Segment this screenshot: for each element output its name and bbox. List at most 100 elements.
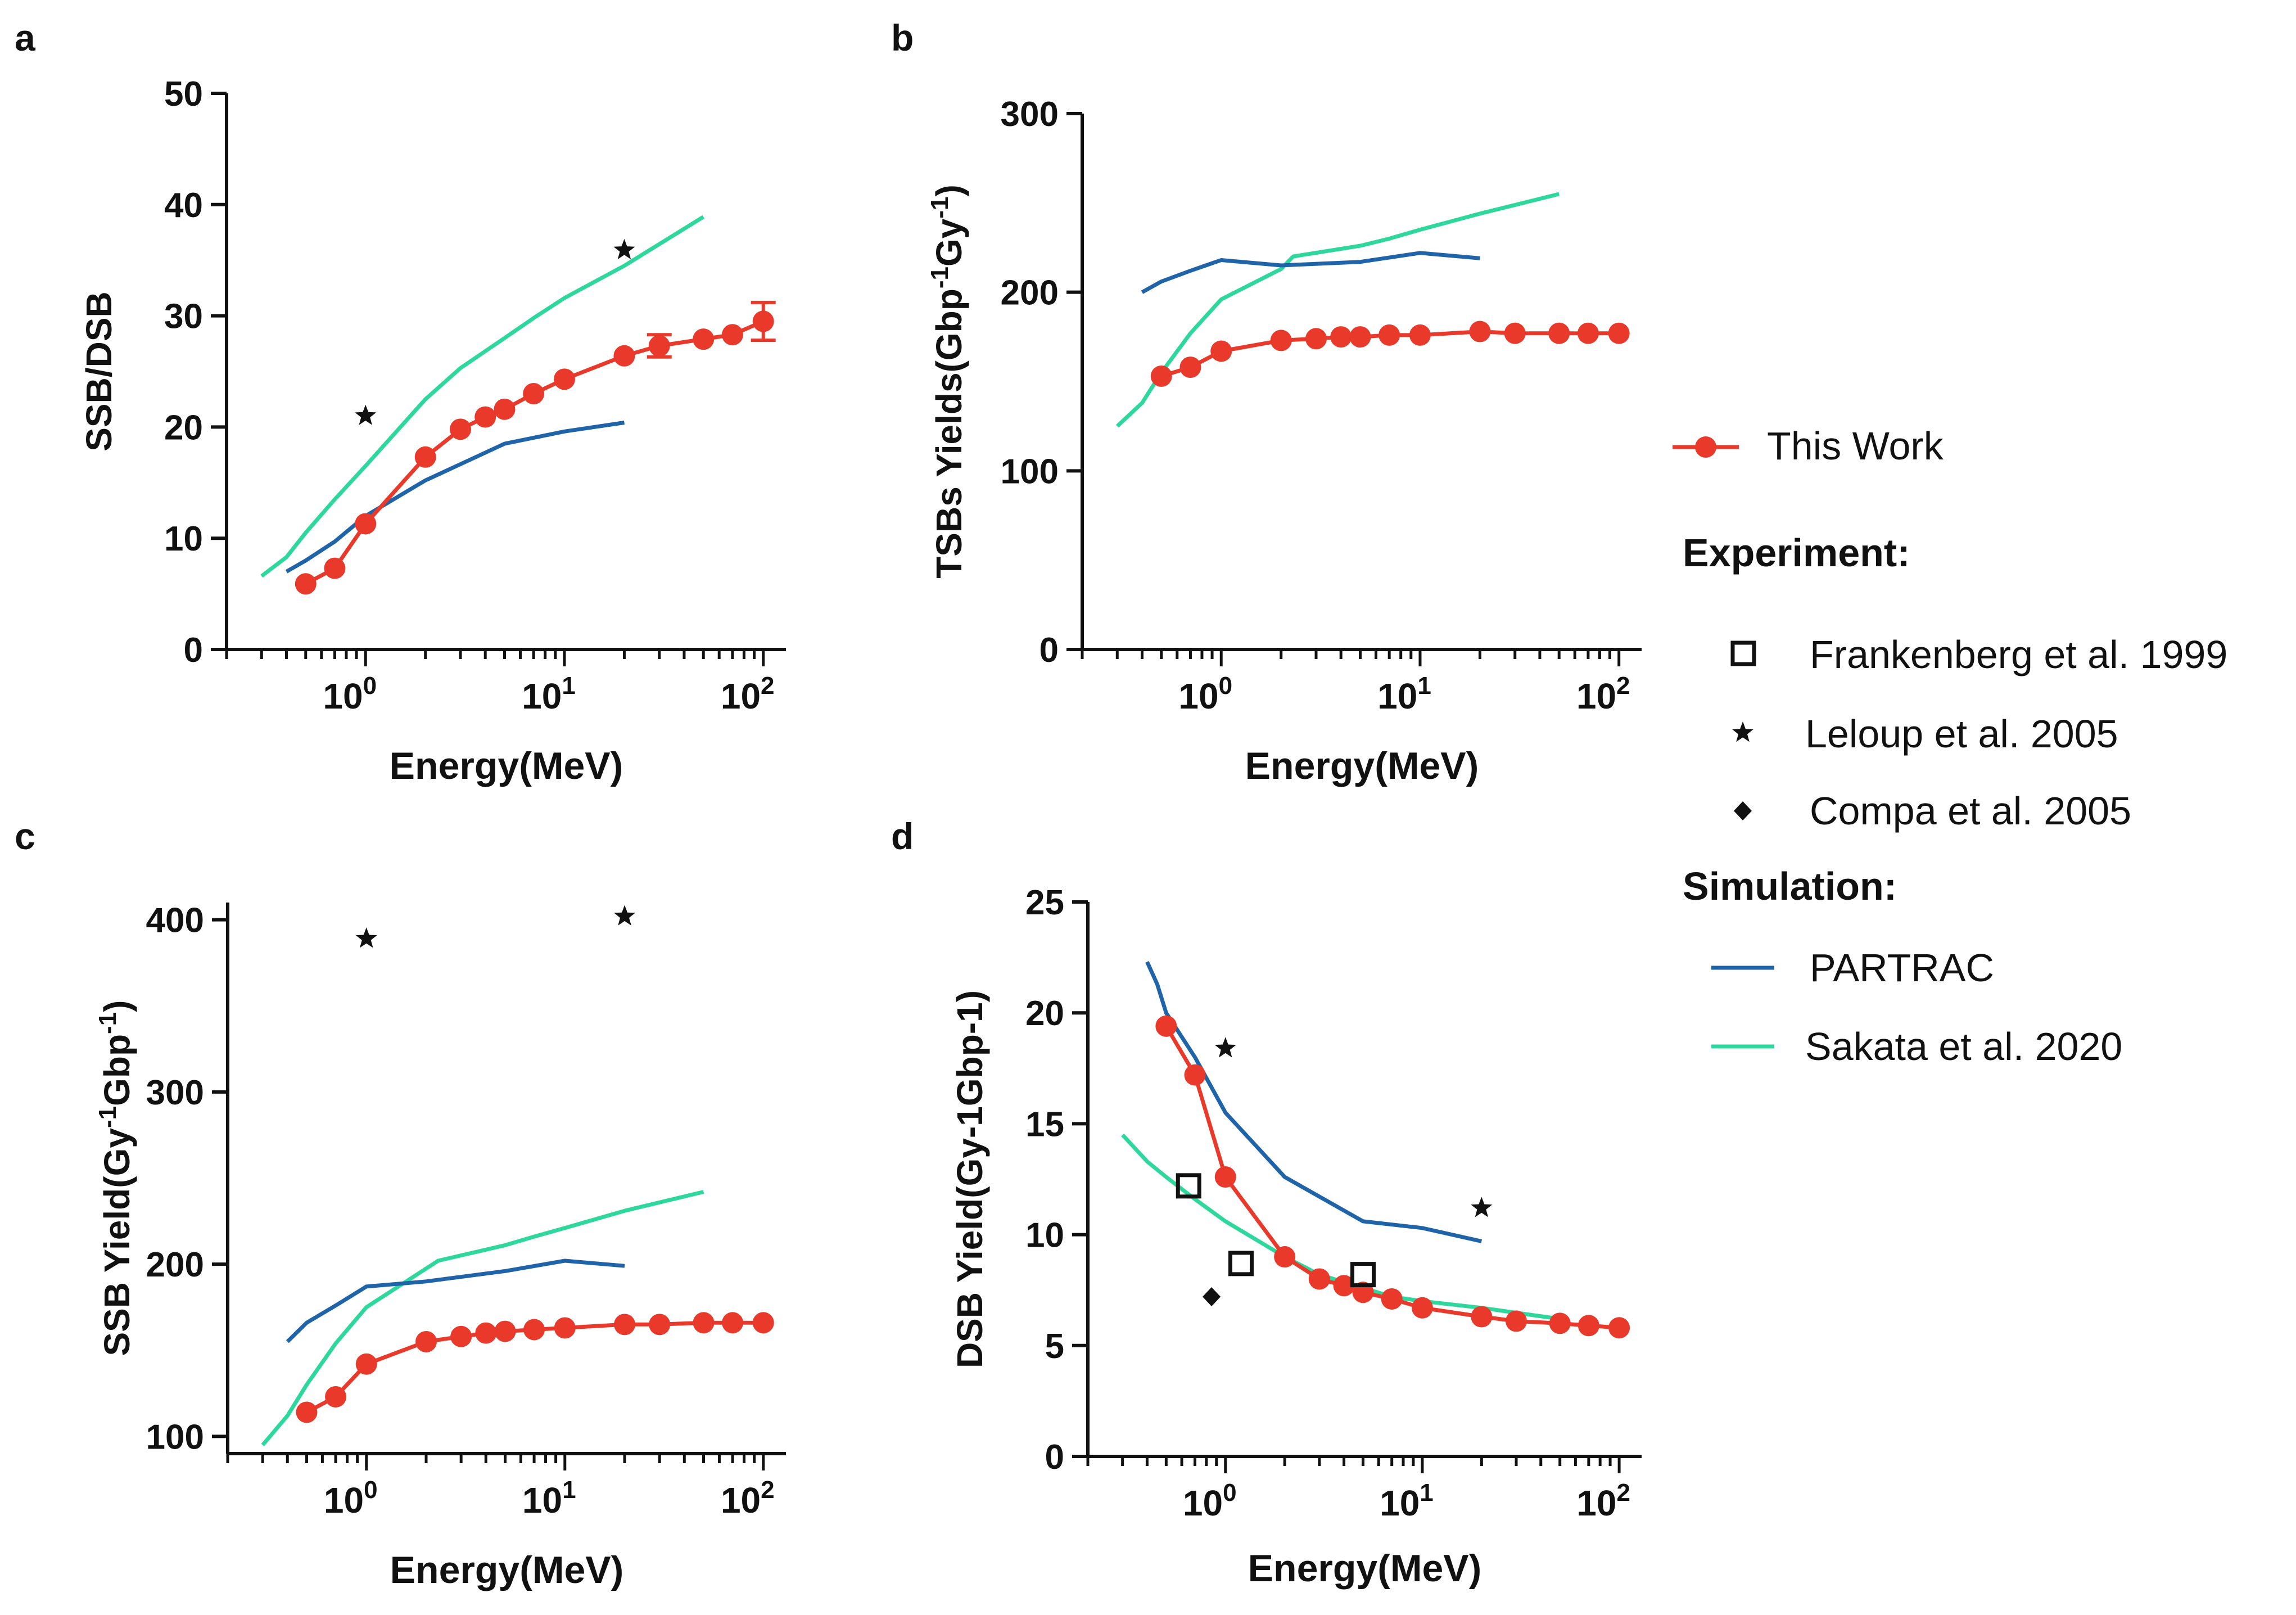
data-point [296,1401,318,1423]
y-tick-label: 0 [1039,631,1059,670]
series-leloup-et-al-2005 [1214,1037,1493,1217]
data-point [1350,1262,1376,1288]
series-sakata-et-al-2020 [1115,192,1560,428]
data-point [1548,322,1570,344]
data-point [613,345,635,367]
data-point [1150,365,1172,387]
series-leloup-et-al-2005 [355,905,636,948]
series-sakata-et-al-2020 [261,1190,704,1446]
data-point [1471,1306,1493,1328]
series-partrac [286,1258,625,1343]
y-tick-label: 10 [1025,1216,1064,1255]
data-point [1305,328,1327,350]
x-axis-label: Energy(MeV) [390,745,623,787]
data-point [752,310,774,332]
y-tick-label: 0 [1045,1438,1064,1477]
x-tick-label: 102 [1576,672,1630,716]
data-point [722,1312,744,1334]
data-point [693,328,715,350]
data-point [1330,326,1352,348]
data-point [1577,322,1599,344]
data-point [1578,1315,1599,1337]
series-line [1115,192,1560,428]
data-point [1155,1015,1177,1037]
data-point [523,383,545,405]
y-tick-label: 400 [146,901,204,940]
data-point [494,398,516,420]
series-line [1141,251,1480,294]
data-point [1608,1317,1630,1339]
data-point [355,404,377,425]
y-axis-label: SSB/DSB [79,291,119,452]
legend-partrac-label: PARTRAC [1810,946,1994,990]
series-line [1145,961,1483,1243]
x-tick-label: 102 [721,1476,775,1521]
x-tick-label: 100 [323,672,377,716]
x-axis-label: Energy(MeV) [390,1549,624,1591]
y-tick-label: 25 [1025,883,1064,922]
x-tick-label: 100 [324,1476,378,1521]
y-axis-label: TSBs Yields(Gbp-1Gy-1) [926,184,969,579]
data-point [1333,1275,1355,1297]
panel-letter: c [15,815,35,857]
y-tick-label: 50 [164,75,203,114]
data-point [648,335,670,357]
y-tick-label: 10 [164,520,203,558]
x-axis-label: Energy(MeV) [1248,1547,1482,1590]
legend-experiment-header: Experiment: [1683,531,1910,575]
panel-a: a 0 10 20 30 40 50 100 101 102 Energy(MeV) SSB/DSB [15,17,786,787]
series-compa-et-al-2005 [1203,1287,1221,1307]
legend-this-work-label: This Work [1767,424,1944,468]
x-tick-label: 100 [1183,1479,1237,1523]
x-tick-label: 101 [1377,672,1431,716]
series-this-work [1150,321,1630,387]
data-point [752,1312,774,1334]
data-point [649,1314,671,1336]
panel-b: b 0 100 200 300 100 101 102 Energy(MeV) TSBs Yiel… [891,17,1642,787]
data-point [613,238,635,260]
data-point [1409,324,1431,346]
data-point [1210,340,1232,362]
data-point [1203,1287,1221,1307]
legend-frankenberg-marker [1730,640,1756,666]
data-point [1411,1297,1433,1319]
data-point [1214,1166,1236,1188]
series-line [305,319,765,586]
series-this-work [1155,1015,1630,1339]
series-sakata-et-al-2020 [260,215,705,578]
data-point [1270,330,1292,351]
legend-this-work-marker [1695,436,1716,458]
y-tick-label: 300 [146,1073,204,1112]
data-point [1378,324,1400,346]
data-point [1469,321,1491,342]
data-point [1506,1310,1527,1332]
panel-letter: b [891,17,914,58]
y-tick-label: 20 [164,408,203,447]
data-point [1274,1246,1296,1268]
x-tick-label: 101 [1380,1479,1434,1523]
y-tick-label: 20 [1025,994,1064,1033]
legend-leloup-label: Leloup et al. 2005 [1805,712,2118,756]
y-tick-label: 200 [146,1246,204,1284]
legend-simulation-header: Simulation: [1683,864,1897,908]
y-axis-label: SSB Yield(Gy-1Gbp-1) [94,1000,137,1356]
series-line [261,1190,704,1446]
data-point [324,557,346,579]
data-point [415,1330,437,1352]
x-axis-label: Energy(MeV) [1245,745,1479,787]
legend-compa-label: Compa et al. 2005 [1810,789,2131,833]
y-tick-label: 5 [1045,1327,1064,1366]
series-leloup-et-al-2005 [355,238,635,425]
series-partrac [1141,251,1480,294]
data-point [1308,1268,1330,1290]
data-point [614,905,636,926]
panel-letter: d [891,815,914,857]
data-point [1608,322,1630,344]
data-point [614,1314,636,1336]
panel-d: d 0 5 10 15 20 25 100 101 102 Energy(MeV) DSB Yield… [891,815,1642,1590]
y-tick-label: 100 [1001,452,1059,491]
data-point [721,324,743,346]
data-point [295,573,317,595]
data-point [523,1319,545,1341]
